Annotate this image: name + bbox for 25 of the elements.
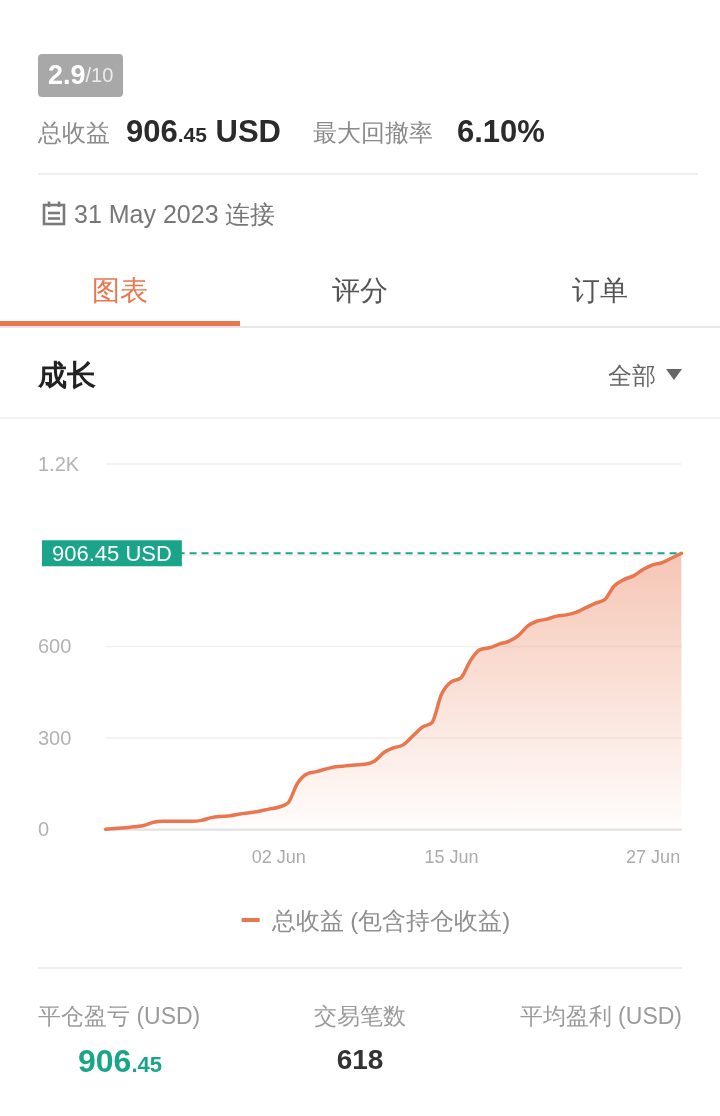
x-tick-label: 15 Jun xyxy=(424,847,479,868)
y-tick-label: 1.2K xyxy=(38,452,80,475)
text: 评分 xyxy=(332,274,388,308)
y-tick-label: 300 xyxy=(38,726,72,749)
text: 订单 xyxy=(572,274,628,308)
ref-line-label: 906.45 USD xyxy=(52,541,172,567)
chart-title: 成长 xyxy=(38,359,96,393)
text: 6.10% xyxy=(457,114,545,150)
text: 总收益 xyxy=(38,119,110,147)
y-tick-label: 0 xyxy=(38,818,50,841)
text: 平均盈利 (USD) xyxy=(519,1002,682,1030)
text: 906.45 xyxy=(78,1042,162,1079)
text: 618 xyxy=(336,1043,384,1077)
text: 平仓盈亏 (USD) xyxy=(38,1002,201,1030)
text: 2.9/10 xyxy=(48,59,114,92)
text: 交易笔数 xyxy=(314,1002,406,1030)
text: 全部 xyxy=(608,362,656,390)
text: 最大回撤率 xyxy=(313,119,433,147)
legend-label: 总收益 (包含持仓收益) xyxy=(270,906,511,934)
y-tick-label: 600 xyxy=(38,635,72,658)
x-tick-label: 02 Jun xyxy=(251,847,306,868)
text: 31 May 2023 连接 xyxy=(74,199,276,229)
text: 906.45 USD xyxy=(126,114,282,150)
text: 图表 xyxy=(92,274,148,308)
x-tick-label: 27 Jun xyxy=(626,847,681,868)
